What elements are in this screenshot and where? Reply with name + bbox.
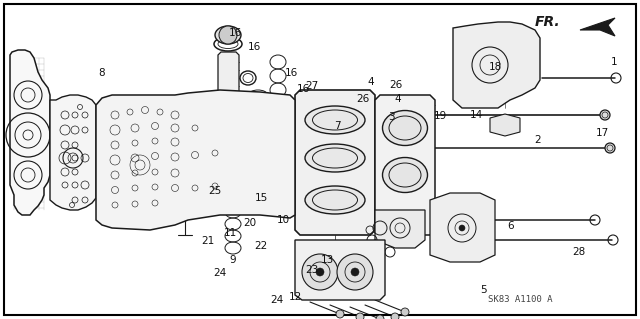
Ellipse shape [383, 158, 428, 192]
Text: 1: 1 [611, 57, 618, 67]
Circle shape [376, 315, 384, 319]
Ellipse shape [305, 106, 365, 134]
Circle shape [316, 268, 324, 276]
Text: 13: 13 [321, 255, 334, 265]
Polygon shape [453, 22, 540, 108]
Text: 25: 25 [208, 186, 221, 197]
Polygon shape [50, 95, 96, 210]
Circle shape [302, 254, 338, 290]
Text: 16: 16 [229, 28, 242, 38]
Circle shape [600, 110, 610, 120]
Text: 16: 16 [248, 42, 261, 52]
Polygon shape [580, 18, 615, 36]
Polygon shape [185, 105, 205, 158]
Text: 24: 24 [271, 295, 284, 305]
Text: 4: 4 [395, 94, 401, 104]
Circle shape [337, 254, 373, 290]
Text: 5: 5 [481, 285, 487, 295]
Circle shape [459, 225, 465, 231]
Text: 23: 23 [305, 264, 318, 275]
Polygon shape [10, 50, 50, 215]
Circle shape [605, 143, 615, 153]
Text: 19: 19 [434, 111, 447, 121]
Circle shape [356, 313, 364, 319]
Text: 11: 11 [224, 228, 237, 238]
Text: 21: 21 [202, 236, 214, 246]
Polygon shape [295, 90, 375, 235]
Polygon shape [375, 210, 425, 248]
Text: 26: 26 [356, 94, 369, 104]
Text: 15: 15 [255, 193, 268, 203]
Text: 7: 7 [334, 121, 340, 131]
Text: 12: 12 [289, 292, 301, 302]
Text: 16: 16 [285, 68, 298, 78]
Text: 18: 18 [489, 62, 502, 72]
Text: 3: 3 [388, 112, 395, 122]
Text: 16: 16 [297, 84, 310, 94]
Text: 14: 14 [470, 110, 483, 120]
Text: 22: 22 [255, 241, 268, 251]
Text: 26: 26 [389, 79, 402, 90]
Text: 4: 4 [368, 77, 374, 87]
Circle shape [351, 268, 359, 276]
Polygon shape [490, 114, 520, 136]
Text: FR.: FR. [534, 15, 560, 29]
Text: 6: 6 [508, 221, 514, 232]
Text: 24: 24 [213, 268, 226, 278]
Ellipse shape [383, 110, 428, 145]
Text: 28: 28 [573, 247, 586, 257]
Circle shape [219, 26, 237, 44]
Polygon shape [430, 193, 495, 262]
Text: 2: 2 [534, 135, 541, 145]
Polygon shape [188, 155, 205, 178]
Polygon shape [218, 52, 239, 133]
Text: 17: 17 [596, 128, 609, 138]
Ellipse shape [215, 26, 241, 44]
Polygon shape [375, 95, 435, 235]
Circle shape [336, 310, 344, 318]
Ellipse shape [305, 186, 365, 214]
Text: 10: 10 [276, 215, 289, 225]
Text: 8: 8 [98, 68, 104, 78]
Circle shape [401, 308, 409, 316]
Ellipse shape [305, 144, 365, 172]
Circle shape [391, 313, 399, 319]
Text: 27: 27 [306, 81, 319, 91]
Text: SK83 A1100 A: SK83 A1100 A [488, 295, 552, 305]
Text: 9: 9 [229, 255, 236, 265]
Polygon shape [295, 240, 385, 300]
Polygon shape [96, 90, 295, 230]
Text: 20: 20 [243, 218, 256, 228]
